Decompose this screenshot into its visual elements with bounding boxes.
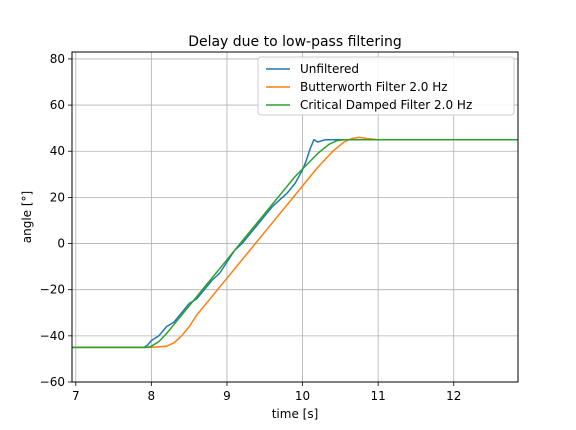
series-line-0 <box>72 138 518 349</box>
x-axis-label: time [s] <box>272 407 319 421</box>
series-line-2 <box>72 138 518 349</box>
legend: Unfiltered Butterworth Filter 2.0 Hz Criti… <box>257 56 515 116</box>
x-tick-label: 12 <box>446 389 461 403</box>
y-tick-label: 20 <box>50 190 65 204</box>
ticks: 7 8 9 10 11 12 −60 −40 −20 0 20 40 60 80 <box>40 52 462 403</box>
y-tick-label: −20 <box>40 283 65 297</box>
y-axis-label: angle [°] <box>20 191 34 243</box>
x-tick-label: 7 <box>72 389 80 403</box>
series-layer <box>72 136 518 349</box>
y-tick-label: −40 <box>40 329 65 343</box>
x-tick-label: 11 <box>371 389 386 403</box>
y-tick-label: 60 <box>50 98 65 112</box>
legend-entry: Butterworth Filter 2.0 Hz <box>300 80 448 94</box>
y-tick-label: −60 <box>40 375 65 389</box>
y-tick-label: 80 <box>50 52 65 66</box>
x-tick-label: 9 <box>223 389 231 403</box>
x-tick-label: 8 <box>148 389 156 403</box>
legend-box <box>257 56 515 116</box>
chart-title: Delay due to low-pass filtering <box>188 34 402 50</box>
legend-entry: Unfiltered <box>300 62 359 76</box>
plot-frame <box>71 51 519 383</box>
series-line-1 <box>72 136 518 349</box>
x-tick-label: 10 <box>295 389 310 403</box>
y-tick-label: 40 <box>50 144 65 158</box>
y-tick-label: 0 <box>57 237 65 251</box>
legend-entry: Critical Damped Filter 2.0 Hz <box>300 98 472 112</box>
